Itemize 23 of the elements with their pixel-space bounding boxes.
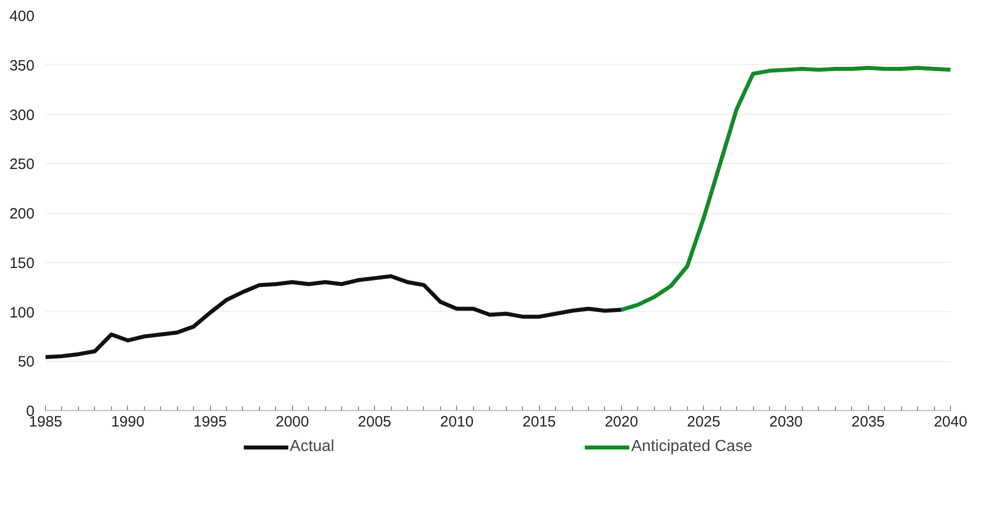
- y-tick-label: 250: [9, 156, 35, 174]
- x-tick-label: 2030: [769, 414, 803, 430]
- y-tick-label: 50: [18, 354, 35, 371]
- x-tick-label: 2000: [276, 414, 310, 430]
- x-tick-label: 2035: [852, 414, 885, 430]
- x-tick-label: 1990: [111, 414, 144, 430]
- x-tick-label: 2040: [934, 414, 968, 430]
- legend-label: Anticipated Case: [631, 438, 752, 456]
- x-tick-label: 1995: [193, 414, 227, 430]
- line-series: [619, 66, 950, 312]
- y-tick-label: 100: [9, 304, 35, 322]
- y-tick-label: 200: [9, 206, 35, 222]
- x-tick-label: 2005: [358, 414, 392, 430]
- legend-label: Actual: [290, 438, 334, 456]
- y-tick-label: 350: [9, 57, 35, 74]
- y-tick-label: 300: [9, 106, 35, 124]
- x-tick-label: 2010: [440, 414, 474, 430]
- y-tick-label: 400: [9, 8, 35, 25]
- x-tick-label: 2020: [604, 414, 638, 430]
- x-tick-label: 2025: [686, 414, 720, 430]
- line-series: [46, 274, 624, 360]
- x-tick-label: 2015: [522, 414, 556, 430]
- y-tick-label: 150: [9, 254, 35, 272]
